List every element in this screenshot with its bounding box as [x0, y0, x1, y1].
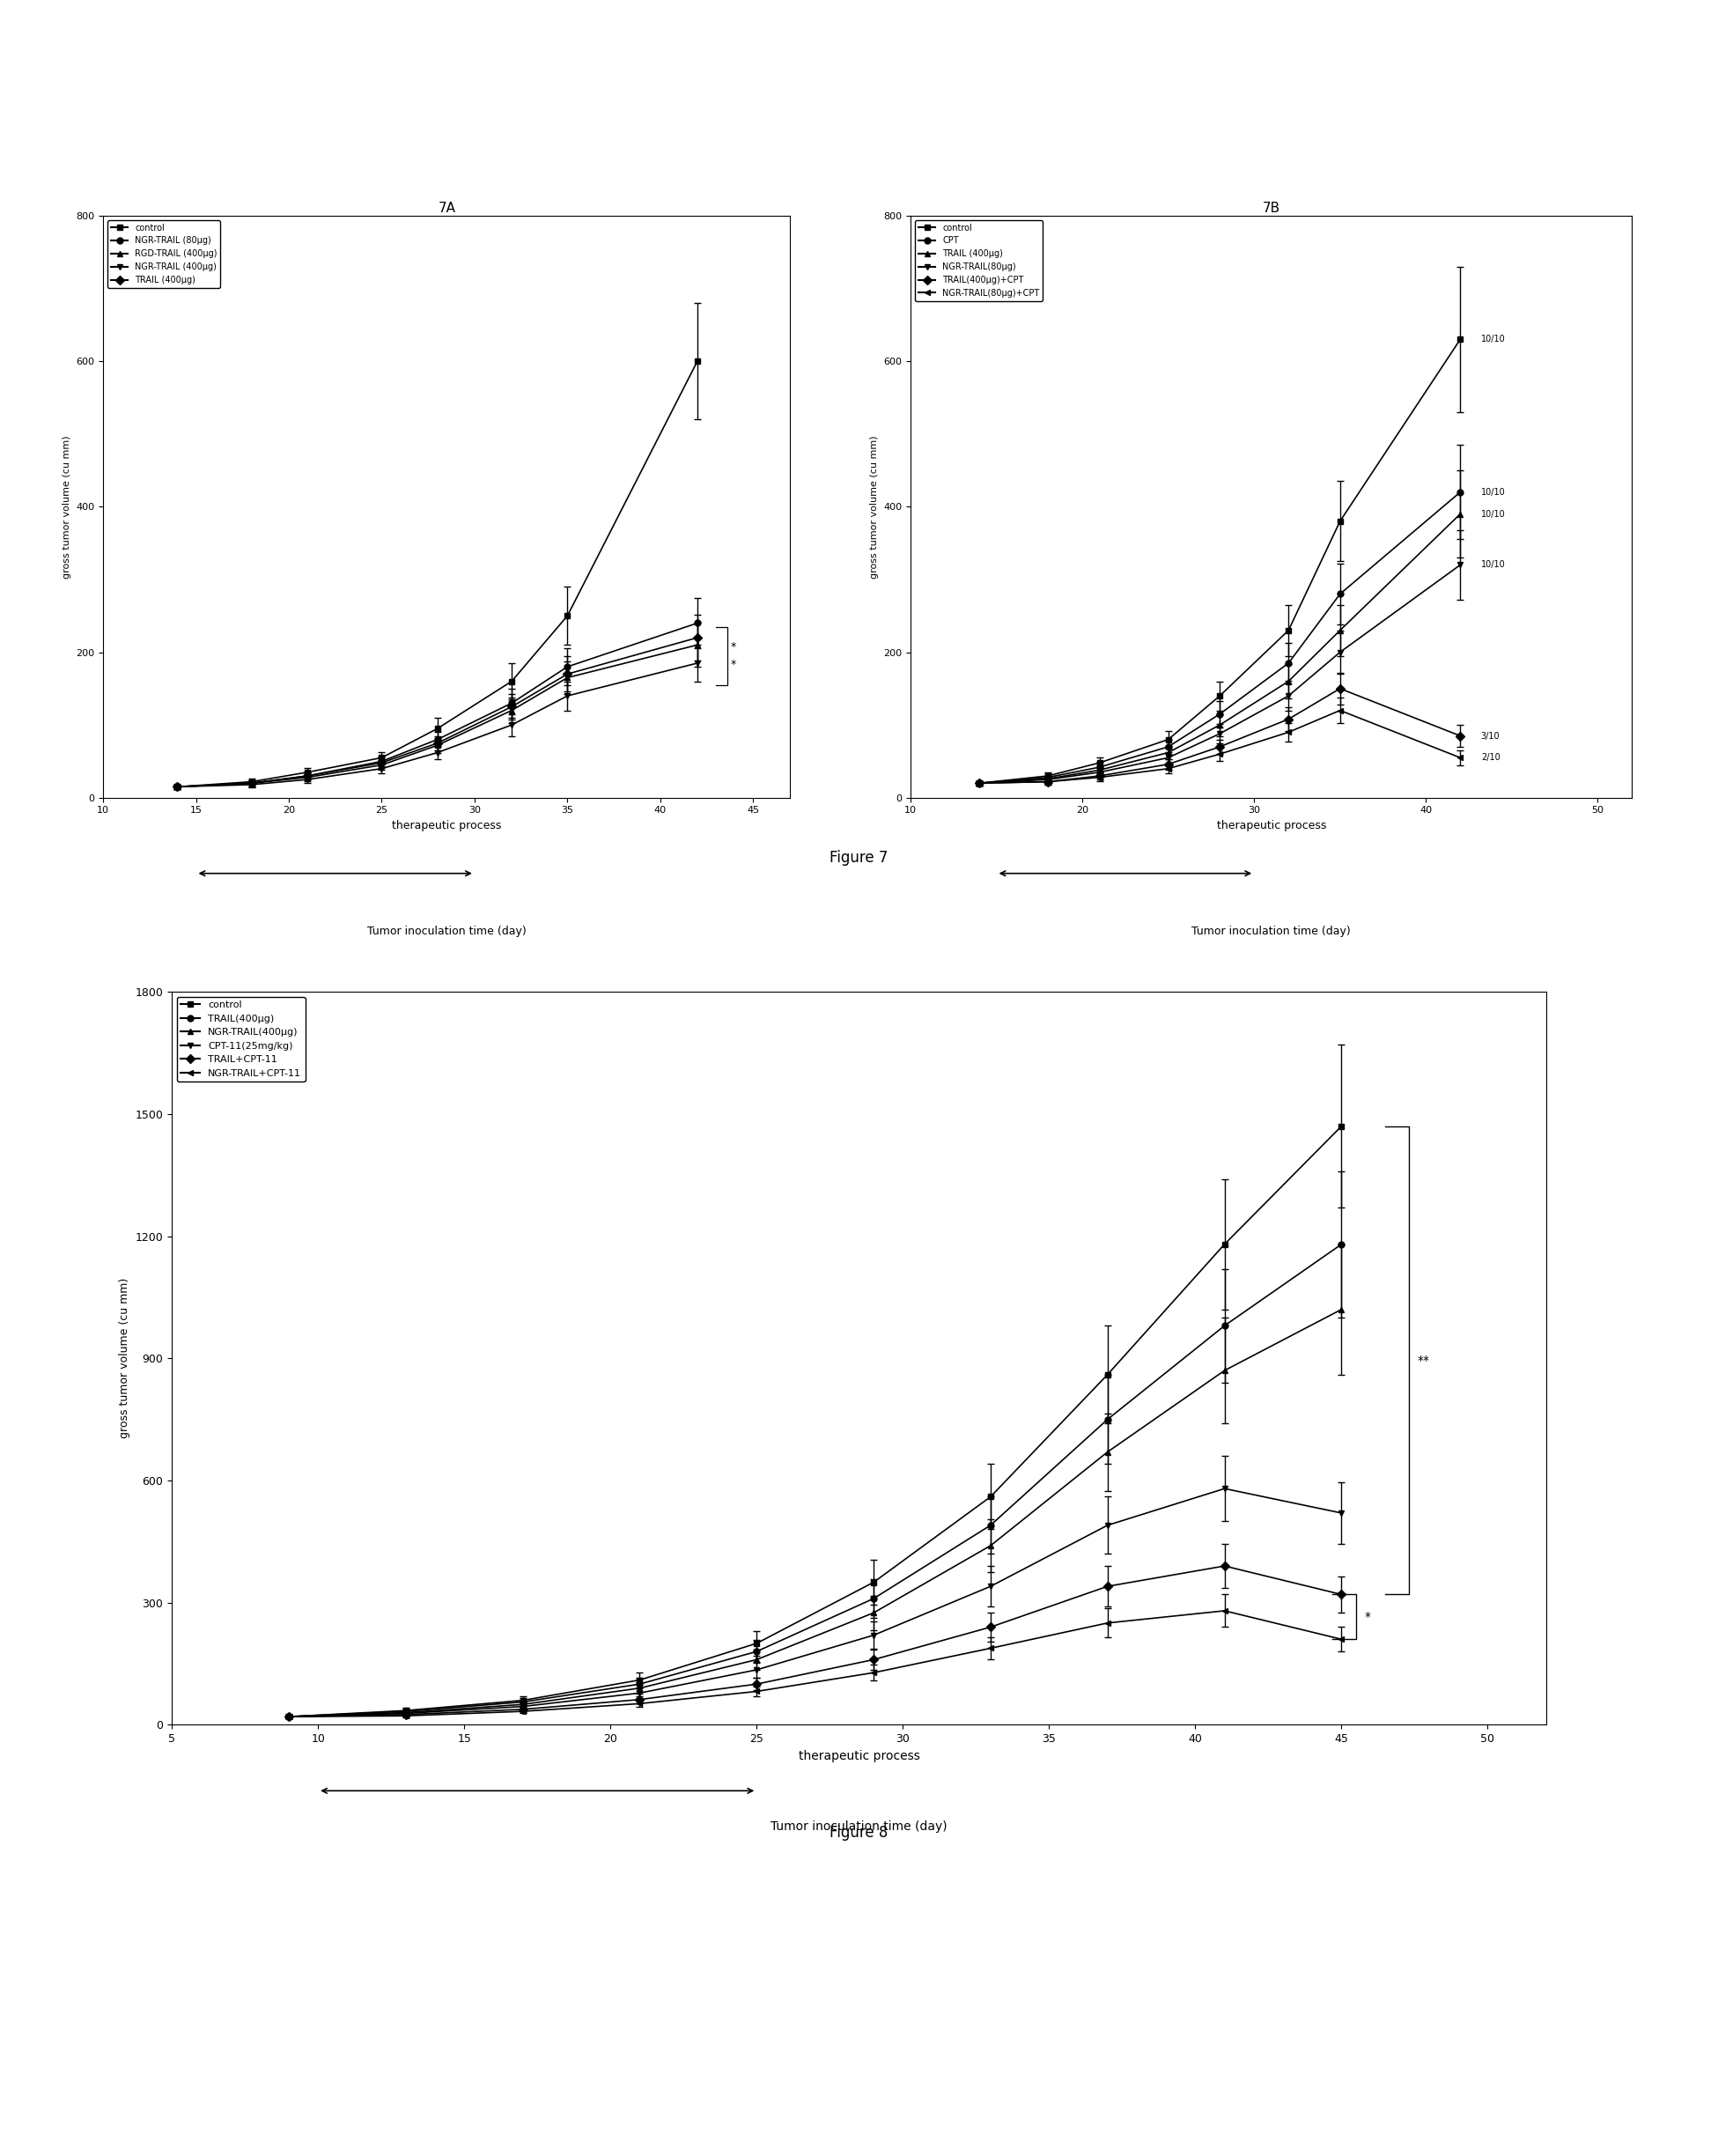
Title: 7B: 7B	[1263, 201, 1280, 216]
Text: 2/10: 2/10	[1481, 752, 1500, 761]
Text: 3/10: 3/10	[1481, 731, 1500, 740]
Text: *: *	[1364, 1611, 1371, 1623]
Text: *: *	[730, 660, 737, 671]
Legend: control, CPT, TRAIL (400μg), NGR-TRAIL(80μg), TRAIL(400μg)+CPT, NGR-TRAIL(80μg)+: control, CPT, TRAIL (400μg), NGR-TRAIL(8…	[914, 220, 1043, 302]
Text: *: *	[730, 640, 737, 653]
X-axis label: therapeutic process: therapeutic process	[1216, 819, 1326, 832]
Text: Figure 7: Figure 7	[830, 849, 888, 867]
Text: 10/10: 10/10	[1481, 509, 1505, 517]
X-axis label: therapeutic process: therapeutic process	[392, 819, 502, 832]
Title: 7A: 7A	[438, 201, 455, 216]
Legend: control, TRAIL(400μg), NGR-TRAIL(400μg), CPT-11(25mg/kg), TRAIL+CPT-11, NGR-TRAI: control, TRAIL(400μg), NGR-TRAIL(400μg),…	[177, 996, 306, 1082]
Text: **: **	[1417, 1354, 1429, 1367]
Text: 10/10: 10/10	[1481, 334, 1505, 343]
Text: 10/10: 10/10	[1481, 561, 1505, 569]
Y-axis label: gross tumor volume (cu mm): gross tumor volume (cu mm)	[869, 436, 878, 578]
Text: Tumor inoculation time (day): Tumor inoculation time (day)	[368, 925, 526, 938]
Text: 10/10: 10/10	[1481, 487, 1505, 496]
Y-axis label: gross tumor volume (cu mm): gross tumor volume (cu mm)	[62, 436, 70, 578]
Legend: control, NGR-TRAIL (80μg), RGD-TRAIL (400μg), NGR-TRAIL (400μg), TRAIL (400μg): control, NGR-TRAIL (80μg), RGD-TRAIL (40…	[107, 220, 220, 289]
Text: Figure 8: Figure 8	[830, 1824, 888, 1841]
Y-axis label: gross tumor volume (cu mm): gross tumor volume (cu mm)	[119, 1279, 131, 1438]
Text: Tumor inoculation time (day): Tumor inoculation time (day)	[771, 1820, 947, 1833]
X-axis label: therapeutic process: therapeutic process	[799, 1751, 919, 1761]
Text: Tumor inoculation time (day): Tumor inoculation time (day)	[1192, 925, 1350, 938]
